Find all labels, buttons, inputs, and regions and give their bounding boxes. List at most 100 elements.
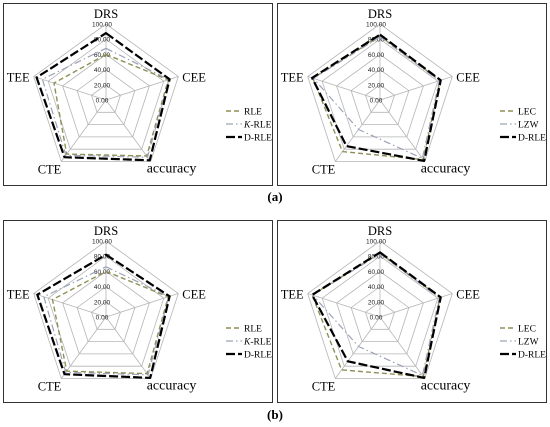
series-d-rle: [310, 251, 442, 379]
radar-chart-b-left: 0.00 20.00 40.00 60.00 80.00 100.00 DRS CEE accu…: [3, 220, 273, 403]
tick-label: 20.00: [94, 299, 111, 306]
grid-ring: [33, 23, 179, 162]
tick-label: 40.00: [368, 67, 385, 74]
grid-ring: [62, 270, 150, 355]
radar-svg: 0.0020.0040.0060.0080.00100.00DRSCEEaccu…: [281, 224, 546, 394]
legend-label: LZW: [518, 338, 539, 348]
grid-ring: [62, 53, 150, 138]
tick-label: 60.00: [94, 269, 111, 276]
axis-label-accuracy: accuracy: [421, 379, 471, 394]
legend-label: RLE: [244, 325, 262, 335]
tick-label: 80.00: [368, 37, 385, 44]
legend-label: RLE: [244, 108, 262, 118]
axis-label-cee: CEE: [182, 71, 206, 85]
grid-spoke: [33, 293, 107, 318]
legend-label: LZW: [518, 121, 539, 131]
tick-label: 100.00: [92, 239, 112, 246]
axis-label-drs: DRS: [368, 7, 392, 21]
tick-label: 60.00: [368, 269, 385, 276]
tick-label: 40.00: [94, 284, 111, 291]
axis-label-accuracy: accuracy: [421, 162, 471, 177]
tick-label: 60.00: [94, 52, 111, 59]
grid-ring: [307, 23, 453, 162]
axis-label-drs: DRS: [94, 224, 118, 238]
grid-spoke: [105, 76, 179, 101]
grid-ring: [365, 84, 395, 113]
grid-spoke: [379, 316, 426, 379]
tick-label: 80.00: [368, 254, 385, 261]
radar-svg: 0.0020.0040.0060.0080.00100.00DRSCEEaccu…: [7, 224, 272, 394]
tick-label: 20.00: [368, 82, 385, 89]
legend-label: D-RLE: [244, 134, 272, 144]
axis-label-cte: CTE: [38, 163, 62, 177]
axis-label-tee: TEE: [7, 71, 30, 85]
axis-label-accuracy: accuracy: [147, 379, 197, 394]
grid-ring: [365, 301, 395, 330]
legend-label: LEC: [518, 108, 536, 118]
grid-ring: [321, 38, 439, 150]
axis-label-cee: CEE: [182, 288, 206, 302]
tick-label: 0.00: [96, 98, 109, 105]
axis-label-cee: CEE: [456, 71, 480, 85]
grid-spoke: [105, 293, 179, 318]
axis-label-cte: CTE: [38, 380, 62, 394]
series-d-rle: [35, 32, 171, 162]
grid-spoke: [334, 316, 381, 379]
radar-chart-b-right: 0.00 20.00 40.00 60.00 80.00 100.00 DRS CEE accu…: [277, 220, 547, 403]
axis-label-cte: CTE: [312, 163, 336, 177]
grid-spoke: [379, 99, 426, 162]
grid-spoke: [307, 293, 381, 318]
grid-spoke: [307, 76, 381, 101]
series-rle: [53, 53, 169, 157]
tick-label: 40.00: [94, 67, 111, 74]
legend-label: D-RLE: [244, 351, 272, 361]
series-d-rle: [36, 253, 171, 379]
grid-ring: [33, 240, 179, 379]
axis-label-tee: TEE: [7, 288, 30, 302]
grid-ring: [76, 69, 136, 125]
legend-label: D-RLE: [518, 134, 546, 144]
legend-label: LEC: [518, 325, 536, 335]
grid-spoke: [105, 99, 152, 162]
tick-label: 100.00: [92, 22, 112, 29]
series-d-rle: [310, 33, 442, 162]
grid-ring: [336, 53, 424, 138]
tick-label: 0.00: [370, 98, 383, 105]
series-rle: [51, 270, 169, 375]
figure-label-a: (a): [267, 189, 283, 204]
grid-spoke: [60, 316, 107, 379]
tick-label: 100.00: [366, 239, 386, 246]
grid-ring: [350, 286, 410, 342]
tick-label: 0.00: [370, 315, 383, 322]
tick-label: 80.00: [94, 37, 111, 44]
series-lzw: [312, 36, 440, 159]
legend-label: D-RLE: [518, 351, 546, 361]
grid-ring: [76, 286, 136, 342]
grid-spoke: [33, 76, 107, 101]
grid-ring: [321, 255, 439, 367]
grid-ring: [336, 270, 424, 355]
radar-chart-a-right: 0.00 20.00 40.00 60.00 80.00 100.00 DRS CEE accu…: [277, 3, 547, 186]
grid-spoke: [105, 316, 152, 379]
radar-chart-a-left: 0.00 20.00 40.00 60.00 80.00 100.00 DRS CEE accu…: [3, 3, 273, 186]
tick-label: 20.00: [368, 299, 385, 306]
axis-label-tee: TEE: [281, 71, 304, 85]
grid-ring: [350, 69, 410, 125]
axis-label-tee: TEE: [281, 288, 304, 302]
axis-label-cte: CTE: [312, 380, 336, 394]
tick-label: 60.00: [368, 52, 385, 59]
legend-label: K-RLE: [243, 338, 272, 348]
axis-label-drs: DRS: [94, 7, 118, 21]
axis-label-drs: DRS: [368, 224, 392, 238]
axis-label-accuracy: accuracy: [147, 162, 197, 177]
series-k-rle: [41, 47, 170, 158]
grid-spoke: [60, 99, 107, 162]
tick-label: 0.00: [96, 315, 109, 322]
figure-label-b: (b): [267, 407, 283, 422]
tick-label: 100.00: [366, 22, 386, 29]
series-k-rle: [43, 266, 170, 376]
tick-label: 20.00: [94, 82, 111, 89]
grid-ring: [307, 240, 453, 379]
